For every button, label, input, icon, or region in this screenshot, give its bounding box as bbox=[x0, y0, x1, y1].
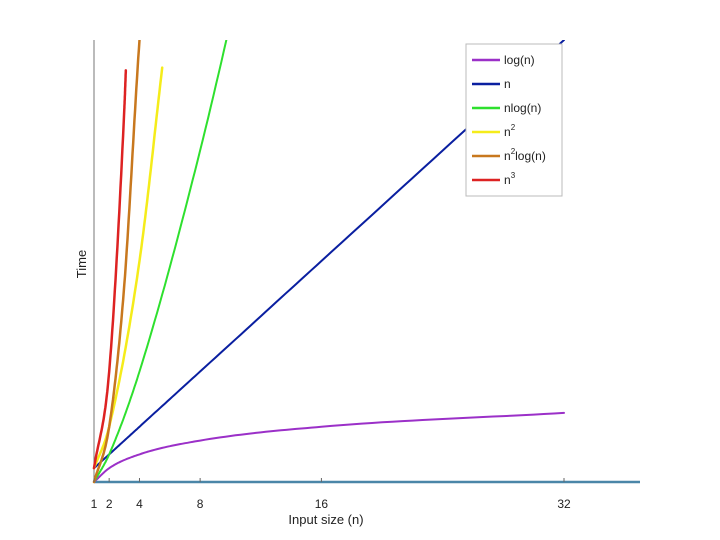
legend-box bbox=[465, 43, 563, 197]
x-ticks: 1 2 4 8 16 32 bbox=[91, 478, 571, 511]
y-axis-label: Time bbox=[74, 250, 89, 278]
series-line-n2log-n- bbox=[92, 40, 141, 484]
legend-label: nlog(n) bbox=[504, 101, 541, 115]
series-layer bbox=[92, 40, 565, 484]
legend-label: log(n) bbox=[504, 53, 535, 67]
x-axis-label: Input size (n) bbox=[288, 512, 363, 527]
x-tick-label: 16 bbox=[315, 497, 329, 511]
x-tick-label: 32 bbox=[557, 497, 571, 511]
legend-label: n2log(n) bbox=[504, 147, 546, 163]
legend: log(n) n nlog(n) n2 n2log(n) n3 bbox=[465, 43, 563, 197]
series-line-nlog-n- bbox=[93, 40, 228, 483]
axes bbox=[93, 40, 640, 484]
legend-label: n3 bbox=[504, 171, 516, 187]
x-tick-label: 4 bbox=[136, 497, 143, 511]
x-tick-label: 8 bbox=[197, 497, 204, 511]
series-line-n3 bbox=[92, 69, 128, 470]
x-tick-label: 1 bbox=[91, 497, 98, 511]
series-line-n bbox=[93, 40, 565, 470]
legend-label: n2 bbox=[504, 123, 516, 139]
series-line-log-n- bbox=[93, 411, 565, 483]
legend-label: n bbox=[504, 77, 511, 91]
x-tick-label: 2 bbox=[106, 497, 113, 511]
series-line-n2 bbox=[92, 66, 164, 470]
